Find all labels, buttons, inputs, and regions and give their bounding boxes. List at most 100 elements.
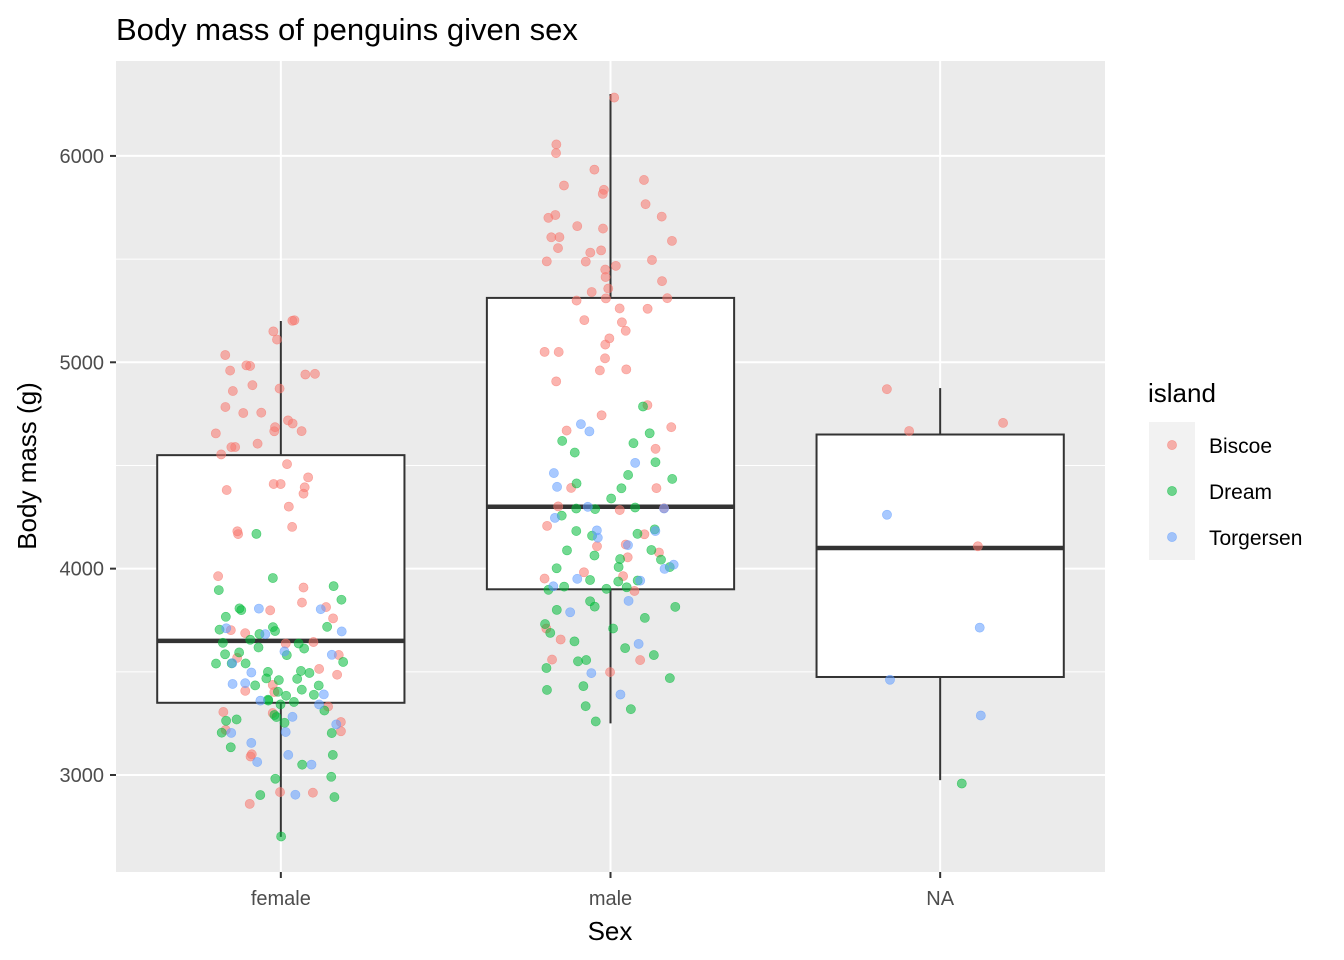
point-male-dream-52 <box>571 478 582 489</box>
point-female-dream-7 <box>304 668 315 678</box>
box-female <box>156 321 406 837</box>
point-NA-torgersen-1 <box>974 622 985 633</box>
point-male-biscoe-14 <box>614 303 625 314</box>
point-female-torgersen-4 <box>326 649 337 660</box>
point-female-biscoe-60 <box>275 787 285 797</box>
point-female-dream-35 <box>236 605 247 616</box>
point-male-dream-44 <box>646 545 657 555</box>
point-male-torgersen-2 <box>630 457 641 468</box>
point-male-dream-14 <box>638 401 648 412</box>
point-female-biscoe-35 <box>307 787 318 798</box>
point-male-biscoe-48 <box>642 303 653 314</box>
box-body-female <box>156 454 406 704</box>
point-male-biscoe-50 <box>600 339 611 350</box>
point-male-biscoe-21 <box>596 410 607 421</box>
legend-item-torgersen: Torgersen <box>1149 514 1302 560</box>
point-female-dream-49 <box>253 642 264 653</box>
point-female-dream-22 <box>313 680 324 691</box>
point-NA-dream-0 <box>956 778 967 789</box>
point-female-torgersen-17 <box>253 603 264 614</box>
point-female-biscoe-21 <box>220 402 231 412</box>
point-male-torgersen-9 <box>623 540 633 551</box>
y-tick-label-6000: 6000 <box>60 146 105 168</box>
point-female-biscoe-44 <box>245 361 255 371</box>
point-female-torgersen-8 <box>227 679 238 689</box>
point-female-dream-15 <box>279 717 290 728</box>
point-male-torgersen-3 <box>548 468 559 478</box>
point-male-biscoe-51 <box>553 347 564 357</box>
point-female-dream-36 <box>251 528 262 539</box>
x-tick-label-female: female <box>251 888 311 910</box>
point-NA-biscoe-0 <box>881 384 892 395</box>
point-female-biscoe-40 <box>283 415 293 426</box>
point-female-dream-54 <box>261 673 272 684</box>
point-male-dream-29 <box>606 493 617 504</box>
point-male-biscoe-65 <box>667 235 677 246</box>
point-female-biscoe-54 <box>297 597 307 608</box>
points-layer <box>210 92 1008 842</box>
point-female-biscoe-25 <box>310 368 320 379</box>
point-male-biscoe-1 <box>589 164 600 175</box>
point-male-biscoe-0 <box>551 148 561 158</box>
point-female-dream-21 <box>275 699 286 710</box>
y-axis-title: Body mass (g) <box>12 382 42 550</box>
point-male-dream-19 <box>569 636 580 647</box>
point-female-dream-20 <box>326 728 337 738</box>
point-female-torgersen-14 <box>246 667 257 678</box>
point-male-dream-37 <box>664 673 675 684</box>
point-male-biscoe-55 <box>553 501 564 512</box>
point-female-torgersen-18 <box>283 750 294 760</box>
point-female-dream-19 <box>270 773 281 784</box>
point-female-biscoe-6 <box>296 426 307 437</box>
point-female-dream-33 <box>296 684 307 695</box>
point-female-dream-0 <box>231 714 242 725</box>
boxes-layer <box>156 94 1065 837</box>
point-male-biscoe-12 <box>603 283 614 294</box>
point-male-biscoe-17 <box>539 346 550 357</box>
point-female-biscoe-0 <box>274 383 285 394</box>
y-tick-label-5000: 5000 <box>60 352 105 374</box>
point-female-torgersen-10 <box>246 737 257 748</box>
x-tick-label-NA: NA <box>926 888 954 910</box>
point-male-dream-9 <box>571 526 582 536</box>
point-male-biscoe-18 <box>600 353 610 364</box>
point-female-dream-14 <box>281 690 291 701</box>
point-male-dream-40 <box>639 613 650 623</box>
point-female-dream-4 <box>211 658 221 669</box>
point-female-biscoe-38 <box>332 669 343 680</box>
point-male-dream-11 <box>623 470 634 480</box>
point-female-dream-3 <box>273 686 283 697</box>
point-female-biscoe-3 <box>220 350 231 360</box>
point-female-dream-30 <box>326 771 337 782</box>
point-female-biscoe-52 <box>213 571 224 582</box>
point-female-dream-17 <box>297 759 308 770</box>
point-male-dream-4 <box>551 563 562 574</box>
point-male-dream-20 <box>620 643 631 654</box>
point-female-torgersen-13 <box>314 699 324 710</box>
point-female-dream-31 <box>216 727 227 738</box>
point-male-torgersen-21 <box>668 559 679 570</box>
point-male-biscoe-49 <box>620 325 631 336</box>
point-male-torgersen-20 <box>635 575 646 586</box>
point-female-dream-51 <box>270 626 280 636</box>
point-NA-torgersen-3 <box>975 710 986 721</box>
point-male-biscoe-46 <box>586 287 597 297</box>
point-female-dream-16 <box>225 742 236 753</box>
point-male-dream-42 <box>613 576 624 587</box>
point-female-torgersen-19 <box>226 727 237 738</box>
point-female-biscoe-9 <box>283 501 294 512</box>
point-NA-biscoe-1 <box>998 418 1008 428</box>
point-male-biscoe-62 <box>541 256 552 267</box>
legend-label-biscoe: Biscoe <box>1209 435 1272 458</box>
point-male-dream-8 <box>621 582 632 593</box>
point-male-biscoe-34 <box>555 634 566 645</box>
legend-label-torgersen: Torgersen <box>1209 527 1302 550</box>
point-female-torgersen-1 <box>255 695 266 706</box>
point-female-biscoe-50 <box>226 442 237 453</box>
point-male-biscoe-15 <box>616 317 627 328</box>
point-male-biscoe-66 <box>662 293 673 304</box>
legend-item-biscoe: Biscoe <box>1149 422 1272 468</box>
point-male-torgersen-7 <box>650 526 661 536</box>
point-male-torgersen-5 <box>582 501 593 512</box>
